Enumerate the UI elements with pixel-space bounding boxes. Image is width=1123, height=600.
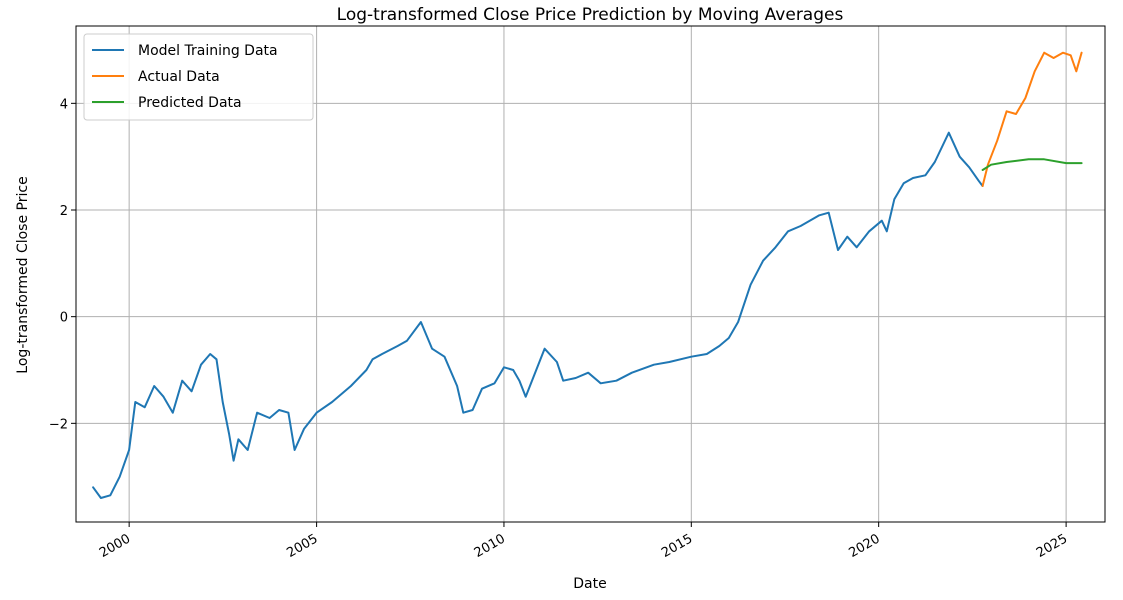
grid xyxy=(76,26,1105,522)
series-group xyxy=(92,51,1083,499)
x-tick-label: 2005 xyxy=(284,531,320,561)
legend-box xyxy=(83,33,314,121)
legend-label: Actual Data xyxy=(138,69,220,85)
y-axis-ticks: −2 0 2 4 xyxy=(49,97,76,432)
legend-label: Predicted Data xyxy=(138,95,242,111)
chart-title: Log-transformed Close Price Prediction b… xyxy=(337,5,844,25)
plot-area xyxy=(75,25,1106,523)
series-line-actual-data xyxy=(981,51,1083,187)
x-axis-label: Date xyxy=(573,576,606,592)
x-tick-label: 2015 xyxy=(659,531,695,561)
x-tick-label: 2025 xyxy=(1034,531,1070,561)
x-tick-label: 2020 xyxy=(846,531,882,561)
y-tick-label: 0 xyxy=(60,311,68,326)
x-tick-label: 2000 xyxy=(97,531,133,561)
legend-label: Model Training Data xyxy=(138,43,278,59)
x-tick-label: 2010 xyxy=(472,531,508,561)
y-tick-label: 2 xyxy=(60,204,68,219)
series-line-predicted-data xyxy=(981,158,1083,171)
series-line-model-training-data xyxy=(92,131,984,499)
legend: Model Training Data Actual Data Predicted … xyxy=(83,33,314,121)
y-tick-label: 4 xyxy=(60,97,68,112)
x-axis-ticks: 2000 2005 2010 2015 2020 2025 xyxy=(97,522,1070,561)
y-axis-label: Log-transformed Close Price xyxy=(15,176,31,373)
y-tick-label: −2 xyxy=(49,417,68,432)
